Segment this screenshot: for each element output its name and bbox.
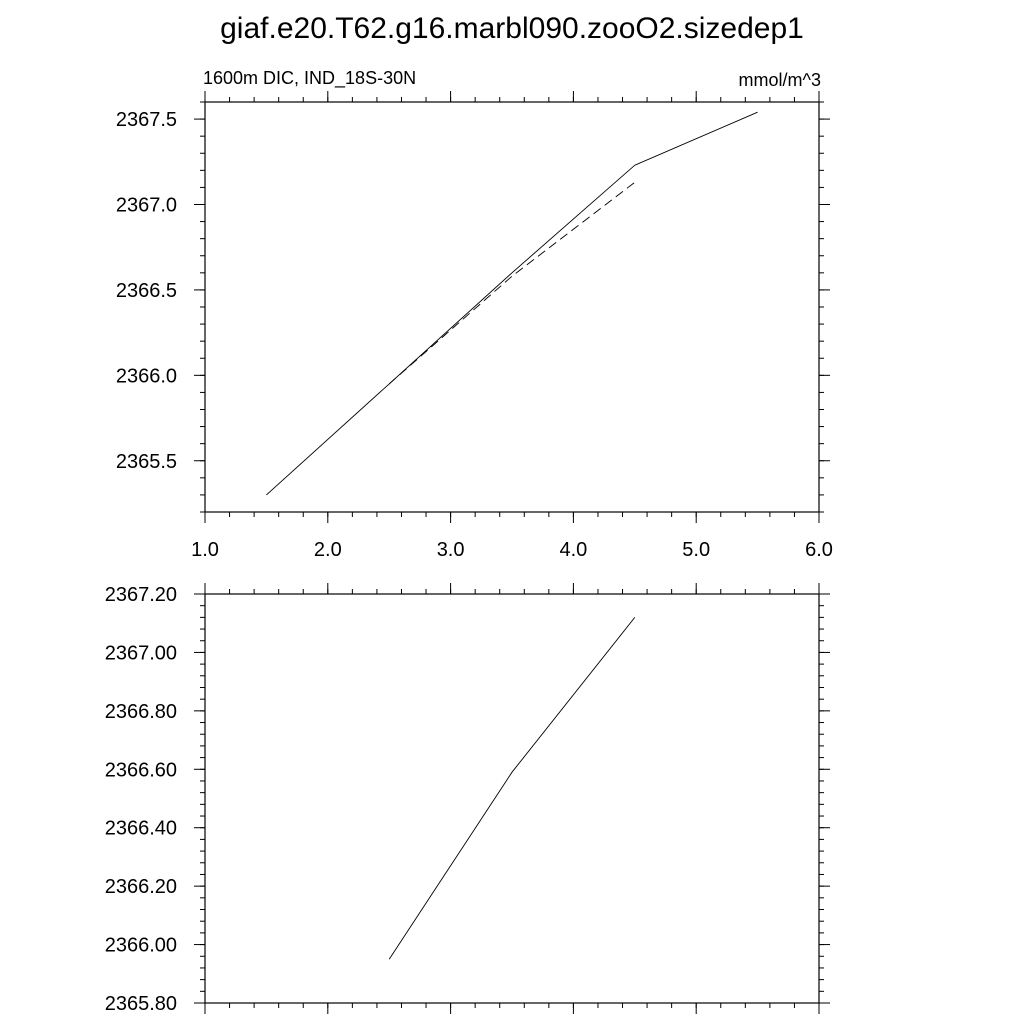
y-tick-label: 2365.5: [116, 451, 177, 473]
plot-frame: [204, 593, 820, 1004]
y-tick-label: 2366.40: [105, 818, 177, 840]
x-tick-label: 6.0: [805, 539, 833, 561]
figure-title: giaf.e20.T62.g16.marbl090.zooO2.sizedep1: [220, 12, 804, 45]
plot-frame: [204, 101, 820, 513]
series-line-1: [388, 617, 636, 960]
panel-right-label: mmol/m^3: [739, 70, 821, 90]
x-tick-label: 4.0: [559, 539, 587, 561]
x-tick-label: 5.0: [682, 539, 710, 561]
bottom-panel: 2365.80 2366.00 2366.20 2366.40 2366.60 2366.…: [105, 583, 830, 1015]
y-tick-label: 2366.5: [116, 280, 177, 302]
y-tick-label: 2367.5: [116, 109, 177, 131]
series-line-2: [388, 181, 636, 385]
panel-left-label: 1600m DIC, IND_18S-30N: [203, 68, 416, 89]
series-line-1: [266, 111, 758, 496]
y-tick-label: 2366.20: [105, 876, 177, 898]
x-tick-label: 3.0: [437, 539, 465, 561]
y-tick-label: 2366.80: [105, 701, 177, 723]
y-tick-label: 2367.20: [105, 584, 177, 606]
y-tick-label: 2365.80: [105, 993, 177, 1015]
y-tick-label: 2366.0: [116, 365, 177, 387]
top-panel: 1.0 2.0 3.0 4.0 5.0 6.0 2365.5 2366.0 2366.5 2367…: [116, 68, 833, 561]
x-tick-label: 2.0: [314, 539, 342, 561]
x-tick-label: 1.0: [191, 539, 219, 561]
y-tick-label: 2366.00: [105, 935, 177, 957]
y-tick-label: 2367.0: [116, 195, 177, 217]
y-tick-label: 2367.00: [105, 642, 177, 664]
y-tick-label: 2366.60: [105, 759, 177, 781]
